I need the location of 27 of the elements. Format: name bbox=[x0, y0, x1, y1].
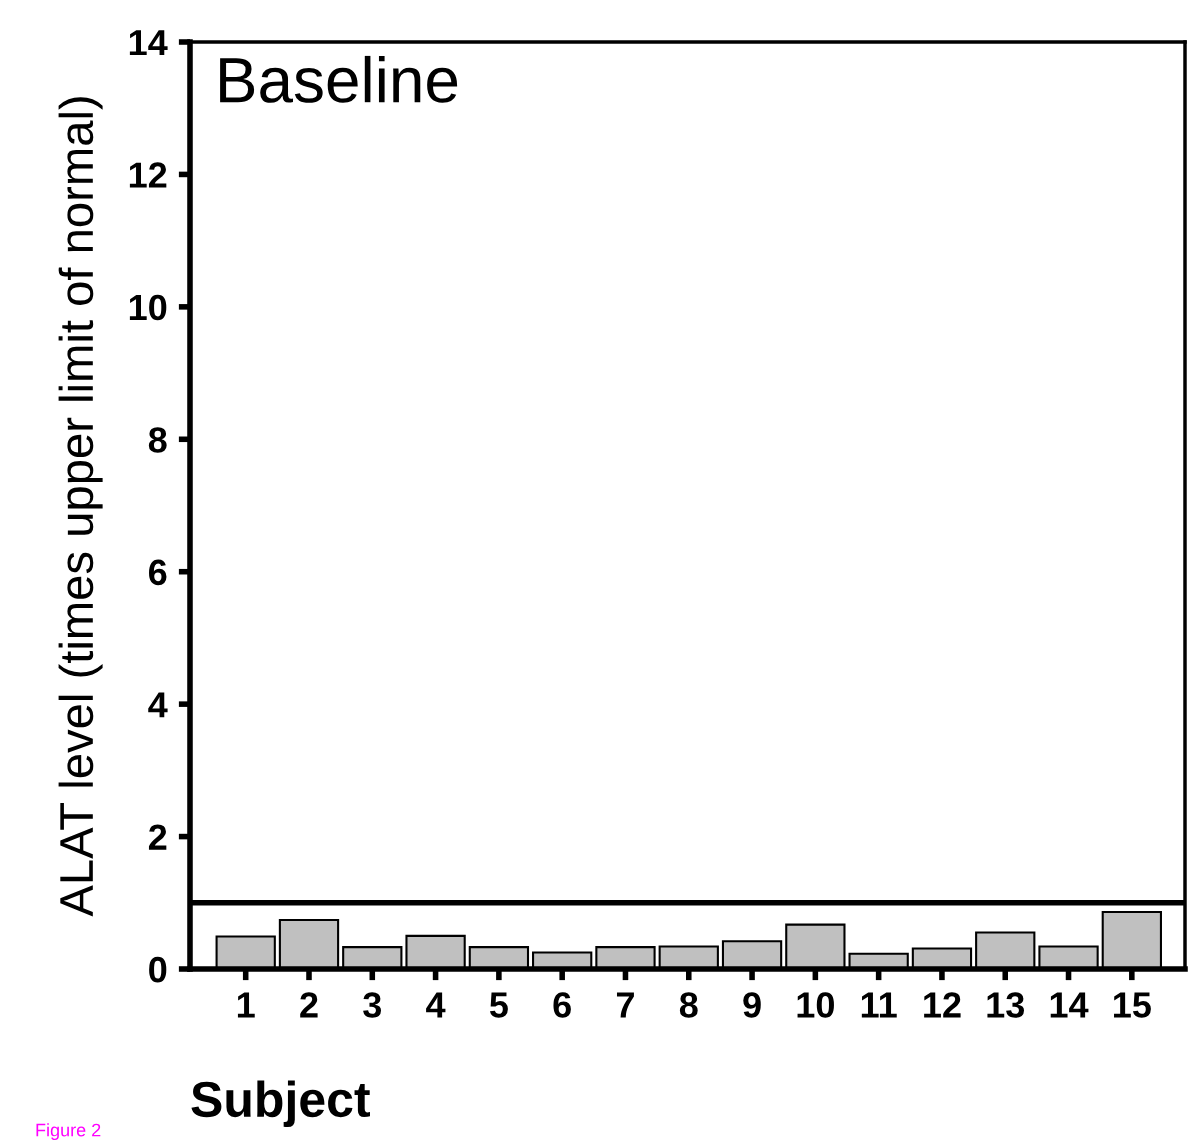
x-tick-label: 9 bbox=[743, 992, 761, 1018]
x-tick-label: 10 bbox=[797, 992, 834, 1018]
y-axis-title: ALAT level (times upper limit of normal) bbox=[58, 97, 103, 917]
x-tick-label: 3 bbox=[363, 992, 382, 1018]
x-tick-label: 5 bbox=[489, 992, 508, 1018]
y-tick-label: 2 bbox=[148, 824, 167, 850]
x-tick-label: 13 bbox=[987, 992, 1025, 1018]
caption: Figure 2 bbox=[36, 1123, 101, 1140]
y-tick-label: 4 bbox=[148, 692, 168, 718]
x-tick-label: 1 bbox=[237, 992, 255, 1018]
x-tick-label: 14 bbox=[1050, 992, 1089, 1018]
annotation: Baseline bbox=[220, 55, 458, 103]
y-tick-label: 0 bbox=[149, 956, 167, 983]
y-tick-label: 6 bbox=[149, 559, 167, 586]
x-tick-label: 12 bbox=[924, 992, 961, 1018]
y-tick-label: 8 bbox=[148, 427, 167, 453]
y-tick-label: 12 bbox=[129, 162, 167, 188]
x-tick-label: 15 bbox=[1114, 992, 1151, 1018]
x-tick-label: 7 bbox=[616, 992, 634, 1018]
x-tick-label: 8 bbox=[679, 992, 698, 1018]
y-tick-label: 14 bbox=[129, 30, 168, 56]
x-tick-label: 6 bbox=[553, 992, 571, 1018]
x-tick-label: 11 bbox=[861, 992, 897, 1018]
x-tick-label: 2 bbox=[300, 992, 318, 1018]
x-axis-title: Subject bbox=[191, 1080, 370, 1128]
y-tick-label: 10 bbox=[129, 294, 167, 321]
x-tick-label: 4 bbox=[426, 992, 446, 1018]
